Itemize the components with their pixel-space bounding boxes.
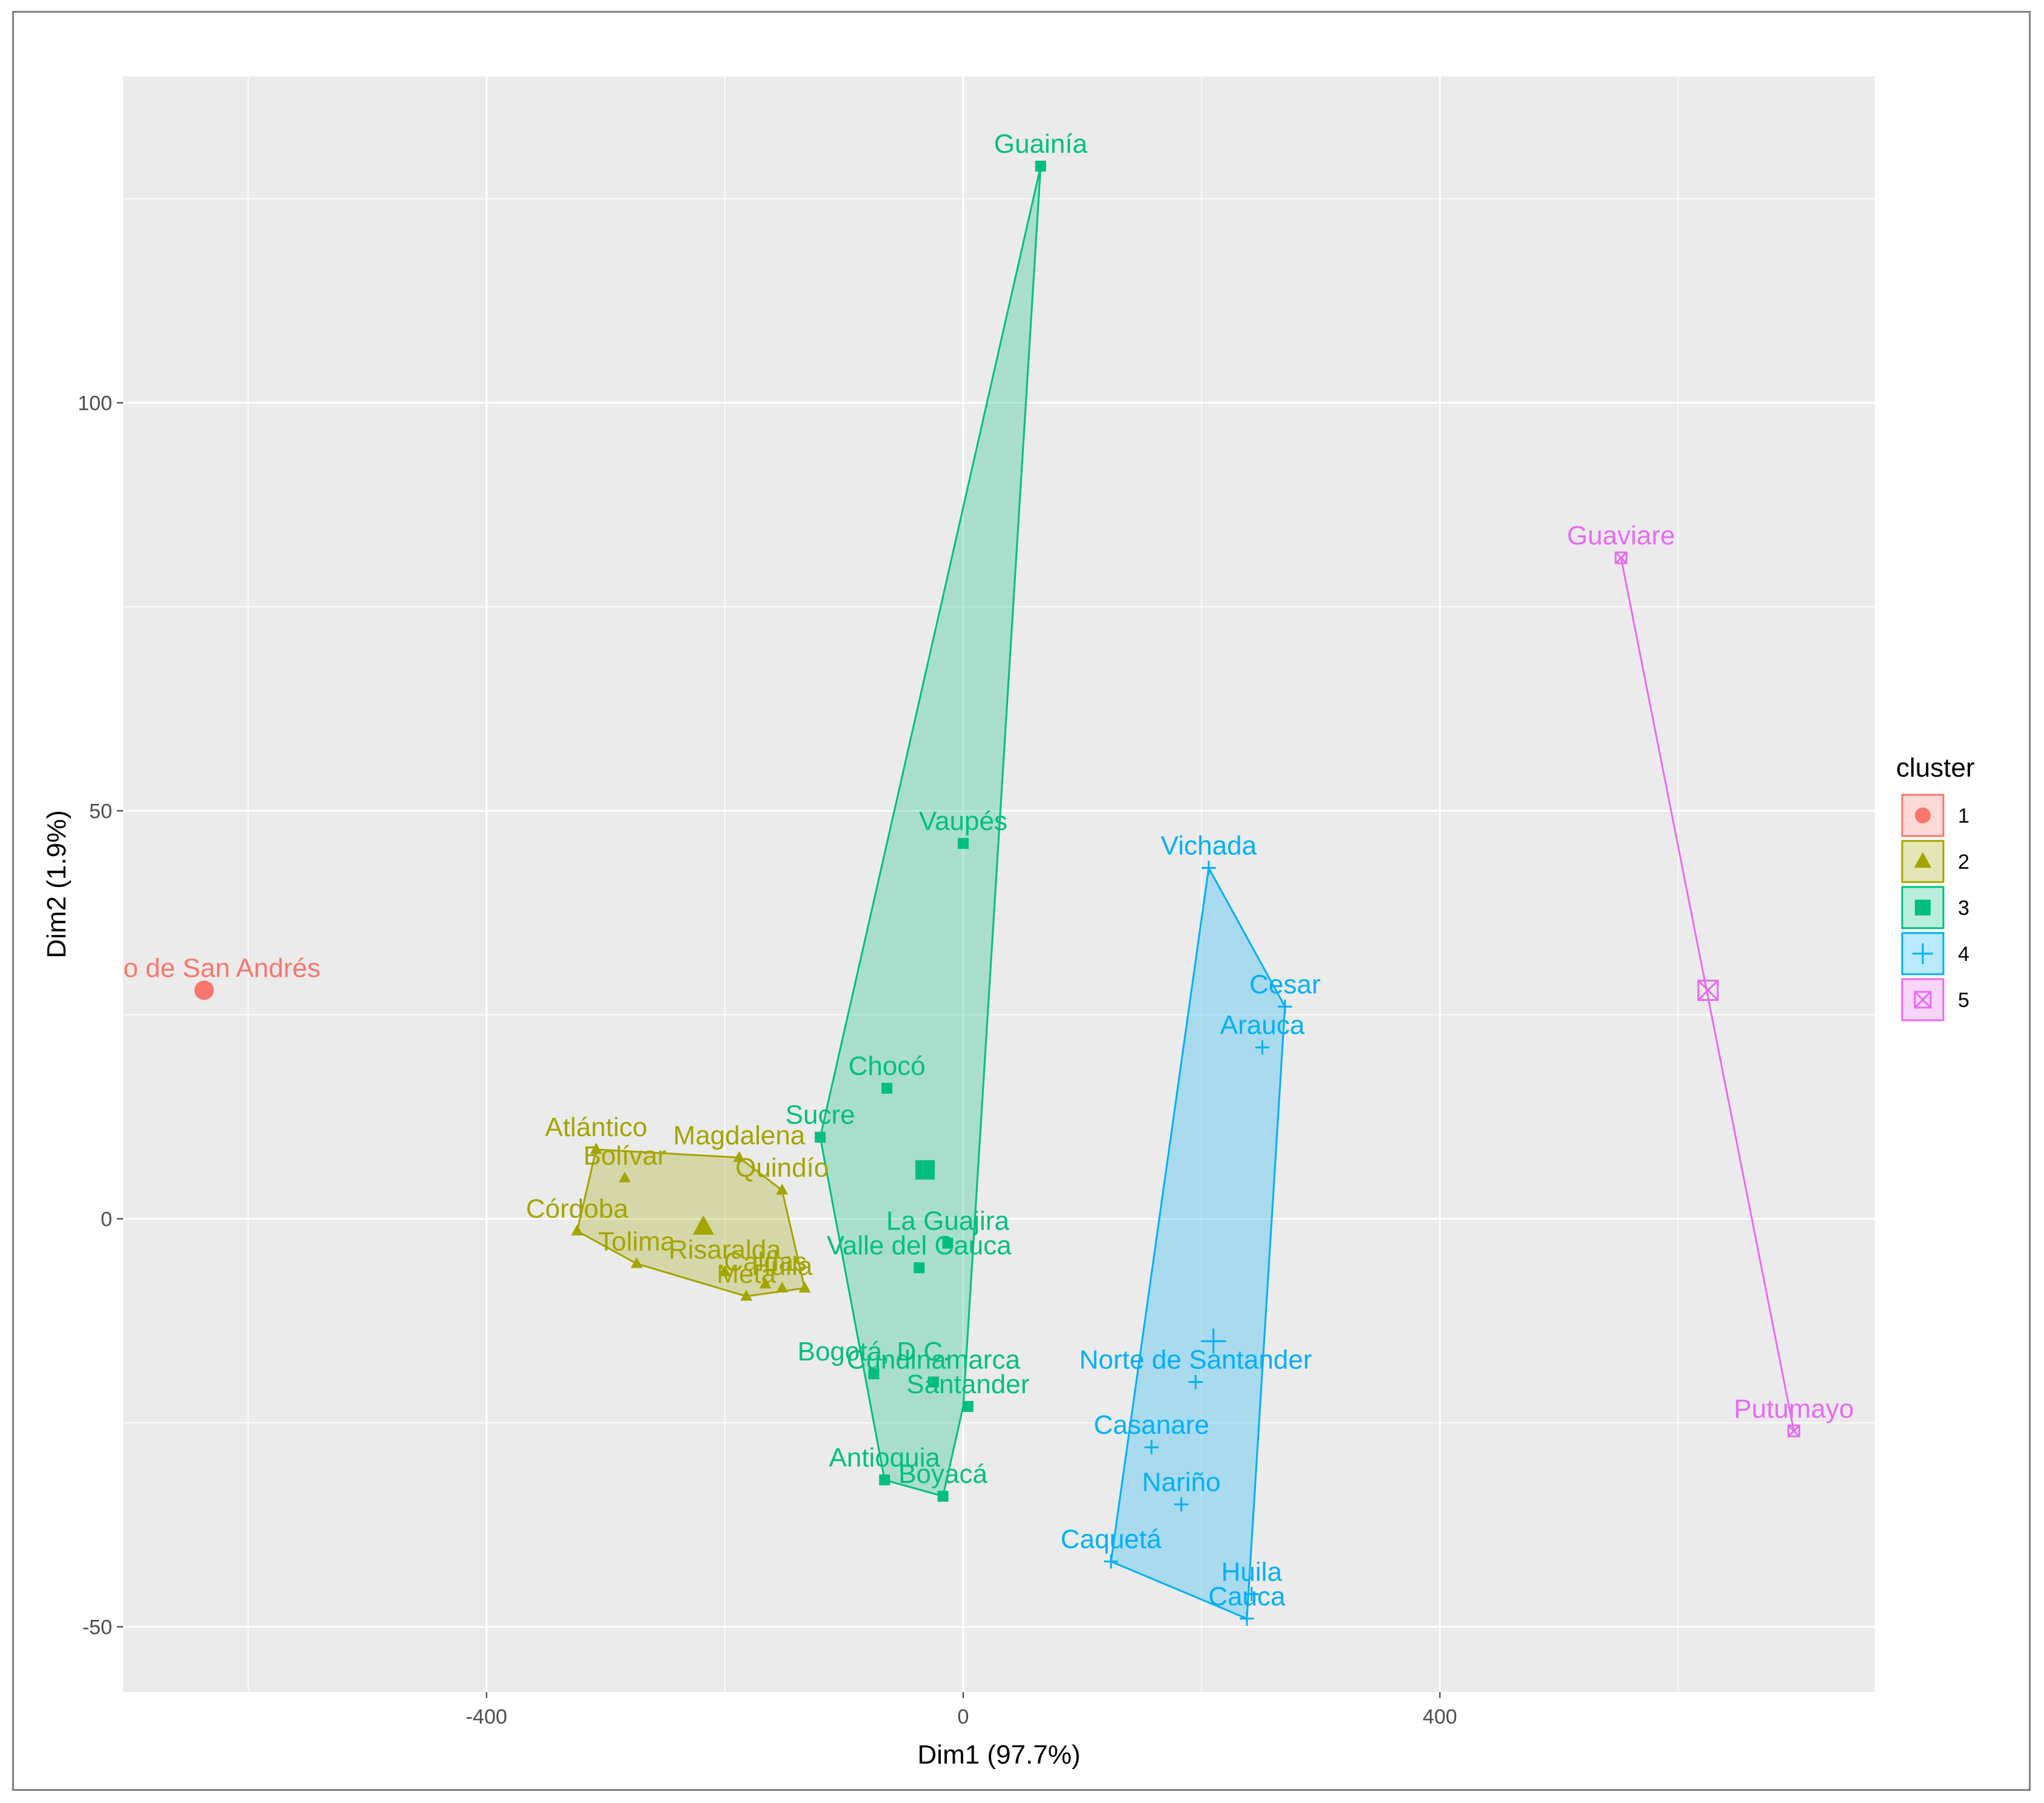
point-label: Cesar: [1249, 969, 1320, 999]
point-label: Tolima: [598, 1226, 676, 1256]
cluster-3-point: [962, 1400, 974, 1412]
cluster-3-centroid: [915, 1160, 935, 1180]
y-tick-label: 0: [101, 1208, 112, 1231]
cluster-4-point: [1240, 1611, 1254, 1626]
cluster-2-point: [571, 1224, 583, 1236]
cluster-2-point: [798, 1281, 811, 1293]
point-label: Arauca: [1220, 1011, 1305, 1040]
cluster-4-point: [1188, 1374, 1203, 1390]
cluster-3-point: [879, 1474, 890, 1486]
point-label: Antioquia: [829, 1443, 941, 1473]
point-label: Caldas: [724, 1247, 807, 1277]
cluster-2-point: [618, 1171, 631, 1183]
cluster-3-point: [958, 838, 969, 849]
cluster-4-point: [1244, 1587, 1259, 1602]
point-label: Quindío: [735, 1153, 829, 1183]
x-tick-label: 400: [1423, 1705, 1457, 1728]
legend-key-3-marker: [1915, 900, 1931, 915]
cluster-3-point: [942, 1237, 954, 1249]
point-label: Boyacá: [898, 1459, 987, 1489]
point-label: Bogotá, D.C.: [798, 1337, 950, 1366]
cluster-5-centroid: [1697, 979, 1719, 1001]
cluster-2-point: [733, 1151, 746, 1162]
legend-key-1-marker: [1915, 808, 1931, 823]
scatter-chart: -400 0 400 -50 0 50 100 Dim1 (97.7%) Dim2 (1.9%)…: [42, 76, 1975, 1770]
x-axis-title: Dim1 (97.7%): [918, 1740, 1081, 1770]
cluster-4-point: [1201, 860, 1216, 875]
point-label: Valle del Cauca: [827, 1231, 1012, 1260]
point-label: Atlántico: [545, 1112, 647, 1142]
cluster-4-point: [1278, 999, 1292, 1014]
cluster-3-point: [815, 1131, 826, 1143]
x-tick-label: -400: [466, 1705, 507, 1728]
cluster-5-point: [1614, 551, 1628, 564]
cluster-3-point: [1035, 161, 1046, 172]
cluster-2-centroid: [692, 1215, 715, 1235]
point-label: Risaralda: [669, 1235, 781, 1265]
legend-label-5: 5: [1958, 989, 1969, 1012]
cluster-1-centroid: [194, 980, 214, 1000]
cluster-3-point: [881, 1082, 893, 1094]
cluster-5-point: [1787, 1424, 1800, 1437]
point-label: Cauca: [1208, 1582, 1286, 1611]
cluster-4-point: [1255, 1040, 1270, 1055]
point-label: Santander: [906, 1370, 1029, 1399]
point-label: Chocó: [849, 1051, 926, 1081]
cluster-4-point: [1144, 1440, 1159, 1454]
point-label: Magdalena: [673, 1120, 806, 1150]
cluster-3-point: [927, 1376, 939, 1388]
plot-panel: [123, 76, 1875, 1692]
point-label: Córdoba: [526, 1194, 629, 1224]
point-label: Putumayo: [1734, 1394, 1854, 1423]
point-label: Nariño: [1142, 1467, 1221, 1497]
legend-key-4-marker: [1912, 943, 1933, 964]
cluster-2-point: [630, 1257, 643, 1268]
point-label: Vaupés: [919, 806, 1007, 836]
y-tick-label: -50: [82, 1616, 112, 1639]
point-label: La Guajira: [886, 1206, 1010, 1236]
cluster-2-point: [759, 1277, 772, 1289]
point-label: Guainía: [994, 129, 1088, 159]
point-label: Cundinamarca: [847, 1345, 1021, 1375]
point-label: Norte de Santander: [1079, 1345, 1312, 1375]
cluster-2-point: [776, 1281, 789, 1293]
point-label: Meta: [716, 1259, 776, 1289]
y-axis-title: Dim2 (1.9%): [42, 810, 72, 958]
cluster-2-point: [718, 1265, 731, 1277]
legend-title: cluster: [1896, 753, 1975, 783]
figure-frame: -400 0 400 -50 0 50 100 Dim1 (97.7%) Dim2 (1.9%)…: [12, 11, 2031, 1791]
y-tick-label: 50: [89, 800, 112, 823]
legend-key-2: [1901, 840, 1945, 883]
cluster-3-point: [868, 1368, 880, 1380]
cluster-3-hull: [819, 166, 1042, 1497]
legend-label-4: 4: [1958, 943, 1969, 966]
legend-label-1: 1: [1958, 804, 1969, 828]
legend-key-5-marker: [1914, 991, 1932, 1009]
cluster-4-centroid: [1201, 1328, 1226, 1354]
y-tick-label: 100: [78, 392, 112, 415]
cluster-2-point: [776, 1183, 789, 1195]
cluster-2-hull: [576, 1148, 806, 1297]
point-label: Casanare: [1094, 1410, 1209, 1440]
legend-label-2: 2: [1958, 851, 1969, 874]
cluster-4-point: [1104, 1554, 1118, 1569]
cluster-3-point: [913, 1262, 925, 1274]
legend-key-1: [1901, 794, 1945, 837]
plot-content: lago de San Andrés AtlánticoBolívarMagdal…: [88, 129, 1854, 1626]
cluster-2-point: [740, 1290, 753, 1301]
cluster-3-point: [937, 1490, 949, 1502]
point-label: Vichada: [1161, 831, 1257, 861]
x-tick-label: 0: [958, 1705, 969, 1728]
point-label: Bolívar: [583, 1141, 666, 1171]
point-label: lago de San Andrés: [88, 953, 321, 983]
legend-label-3: 3: [1958, 897, 1969, 920]
cluster-2-point: [590, 1143, 603, 1154]
point-label: Sucre: [786, 1100, 855, 1130]
cluster-4-point: [1174, 1497, 1189, 1512]
point-label: Guaviare: [1567, 521, 1675, 550]
point-label: Caquetá: [1061, 1525, 1162, 1554]
point-label: Huila: [1221, 1557, 1283, 1587]
legend-key-2-marker: [1914, 852, 1932, 868]
point-label: Huila: [752, 1251, 813, 1281]
